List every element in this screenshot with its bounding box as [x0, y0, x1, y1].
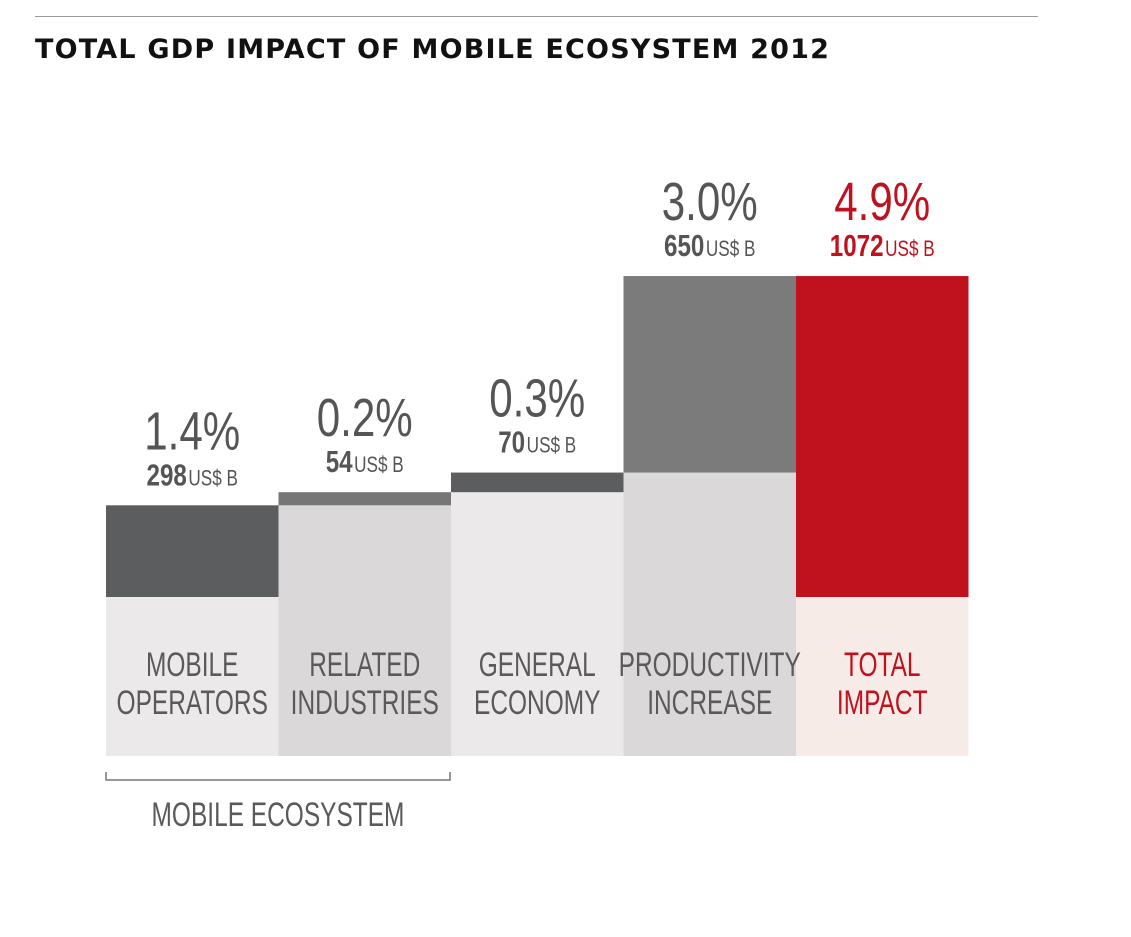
category-label-mobile-operators: MOBILE [146, 646, 238, 684]
category-label-related-industries: RELATED [309, 646, 420, 684]
category-label-total-impact: TOTAL [844, 646, 921, 684]
category-label-productivity-increase: PRODUCTIVITY [619, 646, 801, 684]
usd-unit: US$ B [354, 453, 404, 478]
category-label-total-impact: IMPACT [837, 684, 928, 722]
percent-label-mobile-operators: 1.4% [144, 401, 240, 461]
usd-label-related-industries: 54US$ B [326, 444, 404, 479]
usd-value: 70 [498, 425, 525, 460]
panel-related-industries [278, 505, 451, 756]
panel-productivity-increase [623, 472, 796, 756]
usd-label-total-impact: 1072US$ B [830, 228, 935, 263]
top-rule [35, 16, 1038, 17]
category-label-productivity-increase: INCREASE [647, 684, 772, 722]
usd-unit: US$ B [527, 434, 577, 459]
category-label-general-economy: GENERAL [479, 646, 596, 684]
usd-value: 1072 [830, 228, 884, 263]
panel-general-economy [451, 492, 624, 756]
percent-label-general-economy: 0.3% [489, 369, 585, 429]
percent-label-total-impact: 4.9% [834, 172, 930, 232]
panel-mobile-operators [106, 597, 279, 756]
category-label-general-economy: ECONOMY [474, 684, 601, 722]
group-bracket [105, 772, 451, 781]
usd-value: 650 [664, 228, 704, 263]
usd-value: 298 [147, 457, 187, 492]
usd-unit: US$ B [706, 237, 756, 262]
percent-label-productivity-increase: 3.0% [662, 172, 758, 232]
usd-label-productivity-increase: 650US$ B [664, 228, 755, 263]
chart-title: TOTAL GDP IMPACT OF MOBILE ECOSYSTEM 201… [35, 34, 831, 65]
category-label-mobile-operators: OPERATORS [117, 684, 268, 722]
usd-unit: US$ B [885, 237, 935, 262]
usd-label-mobile-operators: 298US$ B [147, 457, 238, 492]
bar-general-economy [451, 472, 624, 493]
percent-label-related-industries: 0.2% [317, 388, 413, 448]
group-label: MOBILE ECOSYSTEM [152, 796, 405, 834]
usd-label-general-economy: 70US$ B [498, 425, 576, 460]
bar-total-impact [796, 276, 969, 597]
bar-productivity-increase [623, 276, 796, 473]
bar-mobile-operators [106, 505, 279, 597]
category-label-related-industries: INDUSTRIES [291, 684, 439, 722]
bar-related-industries [278, 492, 451, 506]
usd-unit: US$ B [188, 466, 238, 491]
panel-total-impact [796, 597, 969, 756]
usd-value: 54 [326, 444, 353, 479]
